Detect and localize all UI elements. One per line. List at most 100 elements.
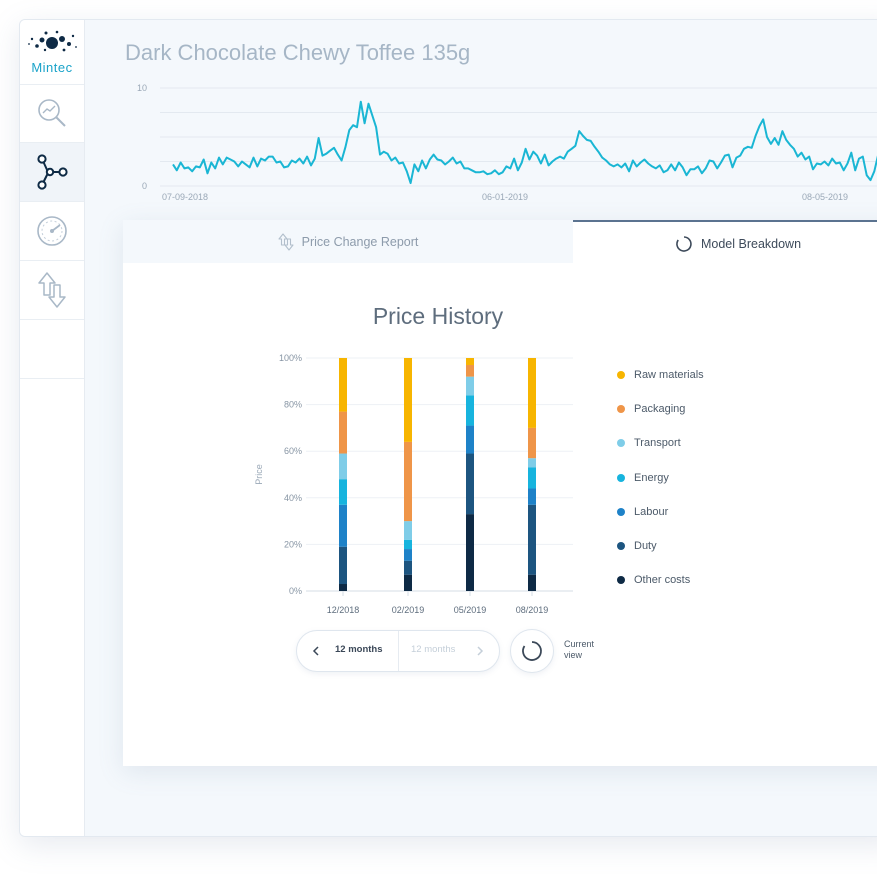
bar-segment (404, 560, 412, 575)
bar-chart-x-tick: 02/2019 (392, 605, 425, 615)
legend-swatch (617, 507, 625, 516)
legend-swatch (617, 405, 625, 414)
legend-label: Energy (634, 471, 669, 484)
logo-text: Mintec (31, 60, 73, 75)
bar-segment (404, 441, 412, 522)
bar-segment (466, 376, 474, 396)
sidebar: Mintec (20, 20, 85, 836)
bar-chart-y-tick: 20% (284, 539, 302, 549)
line-chart-x-tick: 07-09-2018 (162, 192, 208, 202)
bar-segment (528, 467, 536, 489)
gauge-icon (37, 216, 67, 246)
legend-swatch (617, 371, 625, 380)
model-nodes-icon (37, 154, 68, 190)
bar-segment (528, 574, 536, 591)
legend-label: Other costs (634, 574, 691, 587)
bar-segment (528, 358, 536, 428)
legend-item: Labour (617, 495, 704, 529)
price-line-chart: 10 0 07-09-2018 06-01-2019 08-05-2019 (137, 83, 877, 202)
bar-chart-x-tick: 05/2019 (454, 605, 487, 615)
tab-model-breakdown[interactable]: Model Breakdown (573, 220, 877, 265)
price-line-series (172, 100, 877, 185)
legend-item: Duty (617, 529, 704, 563)
bar-chart-y-label: Price (254, 464, 264, 485)
price-history-bar-chart: 0% 20% 40% 60% 80% 100% Price 12/2018 02/2019 05/… (254, 353, 573, 615)
bar-segment (528, 427, 536, 459)
next-period-label[interactable]: 12 months (411, 644, 456, 655)
bar-segment (466, 358, 474, 365)
bar-segment (339, 358, 347, 412)
arrows-updown-icon (38, 272, 66, 308)
chart-title: Price History (372, 303, 504, 329)
current-period-label[interactable]: 12 months (335, 644, 383, 655)
legend-label: Transport (634, 437, 681, 450)
legend-label: Duty (634, 540, 657, 553)
line-chart-y-tick: 0 (142, 181, 147, 191)
line-chart-x-tick: 08-05-2019 (802, 192, 848, 202)
pager-divider (398, 631, 399, 671)
bar-chart-y-tick: 60% (284, 446, 302, 456)
bar-segment (339, 453, 347, 480)
bar-segment (528, 504, 536, 575)
bar-chart-y-tick: 80% (284, 400, 302, 410)
donut-view-icon (522, 641, 542, 661)
sidebar-empty-slot (20, 320, 84, 379)
bar-chart-y-tick: 100% (279, 353, 302, 363)
bar-segment (404, 549, 412, 561)
bar-segment (466, 453, 474, 515)
line-chart-y-tick: 10 (137, 83, 147, 93)
bar-segment (466, 514, 474, 591)
line-chart-x-tick: 06-01-2019 (482, 192, 528, 202)
sidebar-item-gauge[interactable] (20, 202, 84, 261)
bar-segment (339, 504, 347, 547)
sidebar-item-price-change[interactable] (20, 261, 84, 320)
bar-chart-y-tick: 0% (289, 586, 302, 596)
bar-chart-y-tick: 40% (284, 493, 302, 503)
legend-label: Raw materials (634, 369, 704, 382)
bar-chart-x-tick: 08/2019 (516, 605, 549, 615)
chevron-left-icon (312, 646, 319, 656)
legend-item: Packaging (617, 392, 704, 426)
legend-swatch (617, 473, 625, 482)
bar-segment (466, 395, 474, 426)
legend-label: Packaging (634, 403, 686, 416)
legend-item: Transport (617, 426, 704, 460)
bar-segment (404, 358, 412, 442)
legend-swatch (617, 576, 625, 585)
app-window: Mintec (19, 19, 877, 837)
tab-price-change-label: Price Change Report (301, 234, 419, 249)
prev-period-button[interactable] (309, 642, 323, 660)
bar-segment (404, 521, 412, 540)
chevron-right-icon (477, 646, 484, 656)
current-view-label: Current view (564, 639, 595, 660)
legend-swatch (617, 542, 625, 551)
bar-chart-x-tick: 12/2018 (327, 605, 360, 615)
next-period-button[interactable] (473, 642, 487, 660)
bar-segment (528, 458, 536, 468)
bar-segment (339, 546, 347, 585)
legend-item: Other costs (617, 563, 704, 597)
tab-model-breakdown-label: Model Breakdown (700, 236, 802, 251)
sidebar-item-model[interactable] (20, 143, 84, 202)
tab-price-change-report[interactable]: Price Change Report (123, 220, 573, 263)
period-pager: 12 months 12 months (296, 630, 500, 672)
bar-segment (339, 411, 347, 454)
chart-search-icon (38, 99, 66, 127)
mintec-logo-icon (28, 30, 77, 52)
bar-segment (466, 364, 474, 377)
report-card: Price Change Report Model Breakdown Pric… (123, 220, 877, 766)
bar-segment (404, 574, 412, 591)
legend-item: Raw materials (617, 358, 704, 392)
bar-segment (339, 479, 347, 505)
bar-segment (339, 584, 347, 591)
sidebar-item-analysis[interactable] (20, 84, 84, 143)
legend-item: Energy (617, 461, 704, 495)
bar-segment (466, 425, 474, 454)
logo: Mintec (20, 20, 84, 85)
price-change-icon (278, 232, 294, 251)
bar-segment (528, 488, 536, 505)
chart-legend: Raw materials Packaging Transport Energy Lab… (617, 358, 704, 597)
bar-segment (404, 539, 412, 550)
current-view-button[interactable] (510, 629, 554, 673)
donut-icon (676, 235, 692, 252)
